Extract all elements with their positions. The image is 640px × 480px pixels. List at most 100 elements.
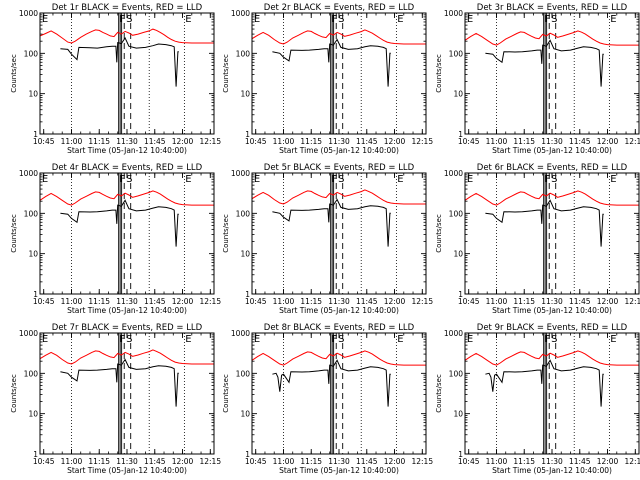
marker-label: F (120, 174, 126, 185)
y-axis: 1 10 100 1000 (444, 169, 639, 299)
panel-title: Det 8r BLACK = Events, RED = LLD (264, 323, 415, 333)
marker-label: E (467, 334, 473, 345)
y-tick-label: 1 (245, 290, 250, 299)
plot-frame (39, 332, 215, 455)
plot-frame (464, 12, 640, 135)
events-series-line (60, 358, 179, 407)
x-tick-label: 12:15 (411, 457, 433, 466)
x-tick-label: 11:45 (356, 297, 378, 306)
x-tick-label: 12:00 (172, 137, 194, 146)
marker-label: S (126, 174, 132, 185)
y-tick-label: 100 (449, 209, 464, 218)
x-tick-label: 12:00 (597, 457, 619, 466)
panel-title: Det 2r BLACK = Events, RED = LLD (264, 3, 415, 13)
plot-frame (464, 172, 640, 295)
plot-frame (251, 12, 427, 135)
x-tick-label: 11:30 (116, 457, 138, 466)
marker-label: E (467, 14, 473, 25)
x-tick-label: 11:30 (116, 137, 138, 146)
lld-series-line (251, 29, 426, 45)
y-tick-label: 1000 (231, 169, 250, 178)
y-tick-label: 1 (458, 290, 463, 299)
marker-label: E (610, 174, 616, 185)
x-tick-label: 11:00 (273, 457, 295, 466)
lld-series-line (464, 190, 639, 206)
y-axis-title: Counts/sec (435, 374, 443, 413)
events-series-line (485, 199, 604, 247)
marker-label: F (332, 174, 338, 185)
x-tick-label: 11:00 (61, 297, 83, 306)
x-tick-label: 11:45 (569, 297, 591, 306)
y-tick-label: 100 (24, 209, 39, 218)
x-axis-title: Start Time (05-Jan-12 10:40:00) (67, 306, 187, 315)
x-tick-label: 12:00 (384, 137, 406, 146)
marker-label: E (42, 14, 48, 25)
x-tick-label: 11:00 (486, 137, 508, 146)
y-tick-label: 10 (453, 90, 463, 99)
marker-label: F (332, 334, 338, 345)
x-axis-title: Start Time (05-Jan-12 10:40:00) (279, 146, 399, 155)
marker-label: F (545, 334, 551, 345)
y-tick-label: 10 (28, 250, 38, 259)
y-tick-label: 1000 (19, 9, 38, 18)
x-tick-label: 11:15 (88, 297, 110, 306)
y-axis: 1 10 100 1000 (231, 9, 426, 139)
x-tick-label: 11:30 (328, 457, 350, 466)
y-tick-label: 100 (24, 49, 39, 58)
events-series-line (60, 199, 179, 247)
lld-series-line (464, 350, 639, 366)
x-tick-label: 12:15 (199, 457, 221, 466)
events-series-line (485, 39, 604, 87)
y-tick-label: 1000 (444, 169, 463, 178)
marker-label: F (332, 14, 338, 25)
x-tick-label: 12:15 (199, 137, 221, 146)
y-tick-label: 1000 (444, 329, 463, 338)
x-tick-label: 11:45 (144, 137, 166, 146)
marker-label: S (126, 334, 132, 345)
y-tick-label: 1 (245, 450, 250, 459)
y-axis-title: Counts/sec (222, 374, 230, 413)
x-tick-label: 10:45 (245, 297, 267, 306)
events-series-line (272, 359, 391, 407)
x-tick-label: 12:15 (624, 457, 640, 466)
events-series-line (485, 359, 604, 407)
x-tick-label: 11:30 (541, 137, 563, 146)
marker-label: S (551, 174, 557, 185)
marker-label: E (254, 174, 260, 185)
x-tick-label: 10:45 (458, 457, 480, 466)
x-tick-label: 11:15 (300, 457, 322, 466)
marker-label: E (610, 334, 616, 345)
y-axis: 1 10 100 1000 (19, 329, 214, 459)
x-tick-label: 12:00 (172, 457, 194, 466)
plot-frame (39, 172, 215, 295)
plot-frame (464, 332, 640, 455)
x-axis-title: Start Time (05-Jan-12 10:40:00) (279, 466, 399, 475)
y-tick-label: 10 (28, 410, 38, 419)
marker-label: E (610, 14, 616, 25)
marker-label: E (467, 174, 473, 185)
lld-series-line (251, 189, 426, 205)
y-tick-label: 100 (24, 369, 39, 378)
x-tick-label: 11:00 (486, 457, 508, 466)
x-tick-label: 10:45 (33, 137, 55, 146)
x-tick-label: 10:45 (245, 137, 267, 146)
marker-label: F (120, 334, 126, 345)
x-axis: 10:45 11:00 11:15 11:30 11:45 12:00 12:15 (458, 13, 640, 146)
plot-frame (251, 172, 427, 295)
y-tick-label: 10 (240, 410, 250, 419)
lld-series-line (39, 28, 214, 44)
x-tick-label: 11:30 (541, 457, 563, 466)
y-tick-label: 100 (449, 49, 464, 58)
x-tick-label: 10:45 (458, 297, 480, 306)
marker-label: E (397, 334, 403, 345)
x-tick-label: 11:45 (144, 297, 166, 306)
y-tick-label: 1000 (231, 9, 250, 18)
